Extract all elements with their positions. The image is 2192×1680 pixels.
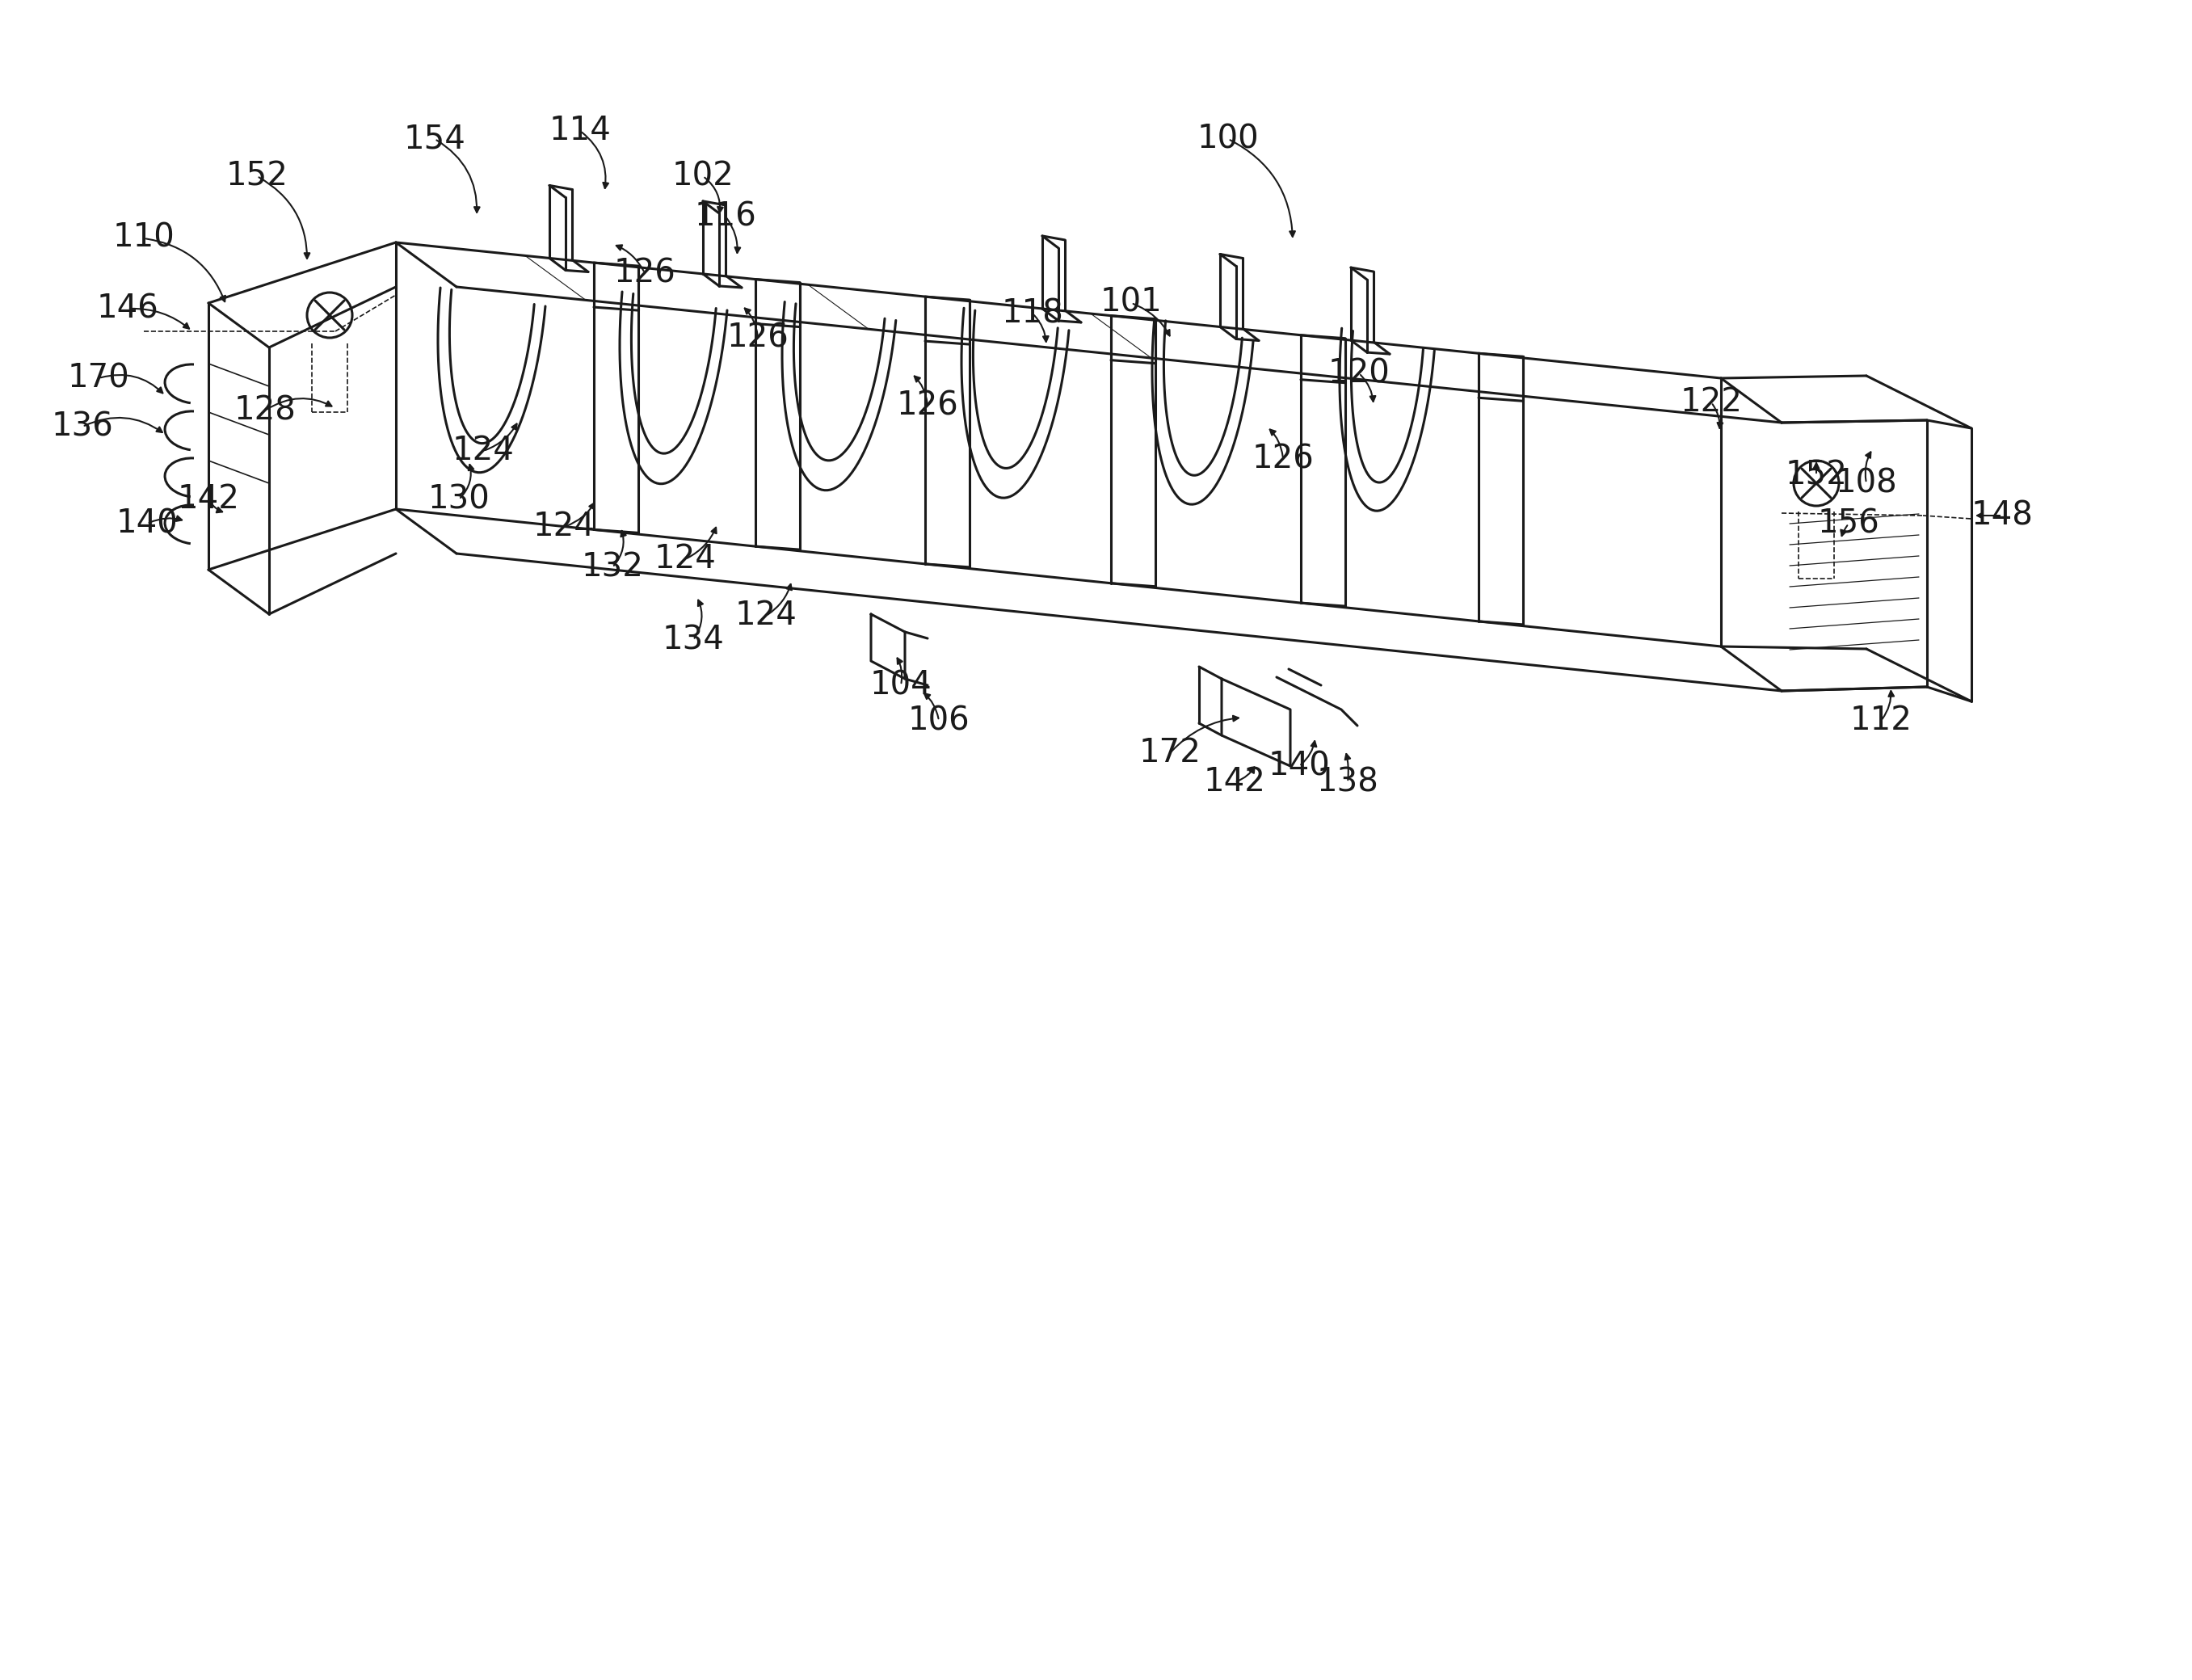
Text: 142: 142 (178, 484, 239, 516)
Text: 106: 106 (907, 704, 969, 738)
Text: 102: 102 (673, 160, 734, 192)
Text: 100: 100 (1197, 123, 1258, 155)
Text: 124: 124 (452, 435, 515, 467)
Text: 112: 112 (1850, 704, 1911, 738)
Text: 126: 126 (728, 321, 789, 354)
Text: 152: 152 (1784, 459, 1848, 491)
Text: 136: 136 (50, 410, 114, 444)
Text: 108: 108 (1835, 467, 1898, 499)
Text: 142: 142 (1203, 766, 1265, 798)
Text: 140: 140 (1269, 749, 1331, 783)
Text: 172: 172 (1140, 738, 1201, 769)
Text: 152: 152 (226, 160, 287, 192)
Text: 130: 130 (427, 484, 491, 516)
Text: 124: 124 (653, 543, 717, 575)
Text: 146: 146 (96, 292, 158, 324)
Text: 122: 122 (1681, 386, 1743, 418)
Text: 110: 110 (112, 222, 175, 255)
Text: 118: 118 (1002, 297, 1063, 329)
Text: 156: 156 (1817, 507, 1879, 539)
Text: 134: 134 (662, 623, 723, 657)
Text: 124: 124 (533, 511, 594, 543)
Text: 170: 170 (68, 361, 129, 395)
Text: 138: 138 (1317, 766, 1379, 798)
Text: 114: 114 (548, 114, 612, 148)
Text: 140: 140 (116, 507, 178, 539)
Text: 148: 148 (1971, 499, 2034, 531)
Text: 116: 116 (695, 200, 756, 234)
Text: 124: 124 (734, 600, 798, 632)
Text: 126: 126 (1252, 444, 1313, 475)
Text: 154: 154 (403, 123, 465, 155)
Text: 128: 128 (235, 395, 296, 427)
Text: 101: 101 (1100, 287, 1162, 319)
Text: 126: 126 (897, 390, 958, 422)
Text: 120: 120 (1328, 358, 1390, 390)
Text: 104: 104 (870, 669, 932, 702)
Text: 132: 132 (581, 551, 644, 583)
Text: 126: 126 (614, 257, 675, 289)
